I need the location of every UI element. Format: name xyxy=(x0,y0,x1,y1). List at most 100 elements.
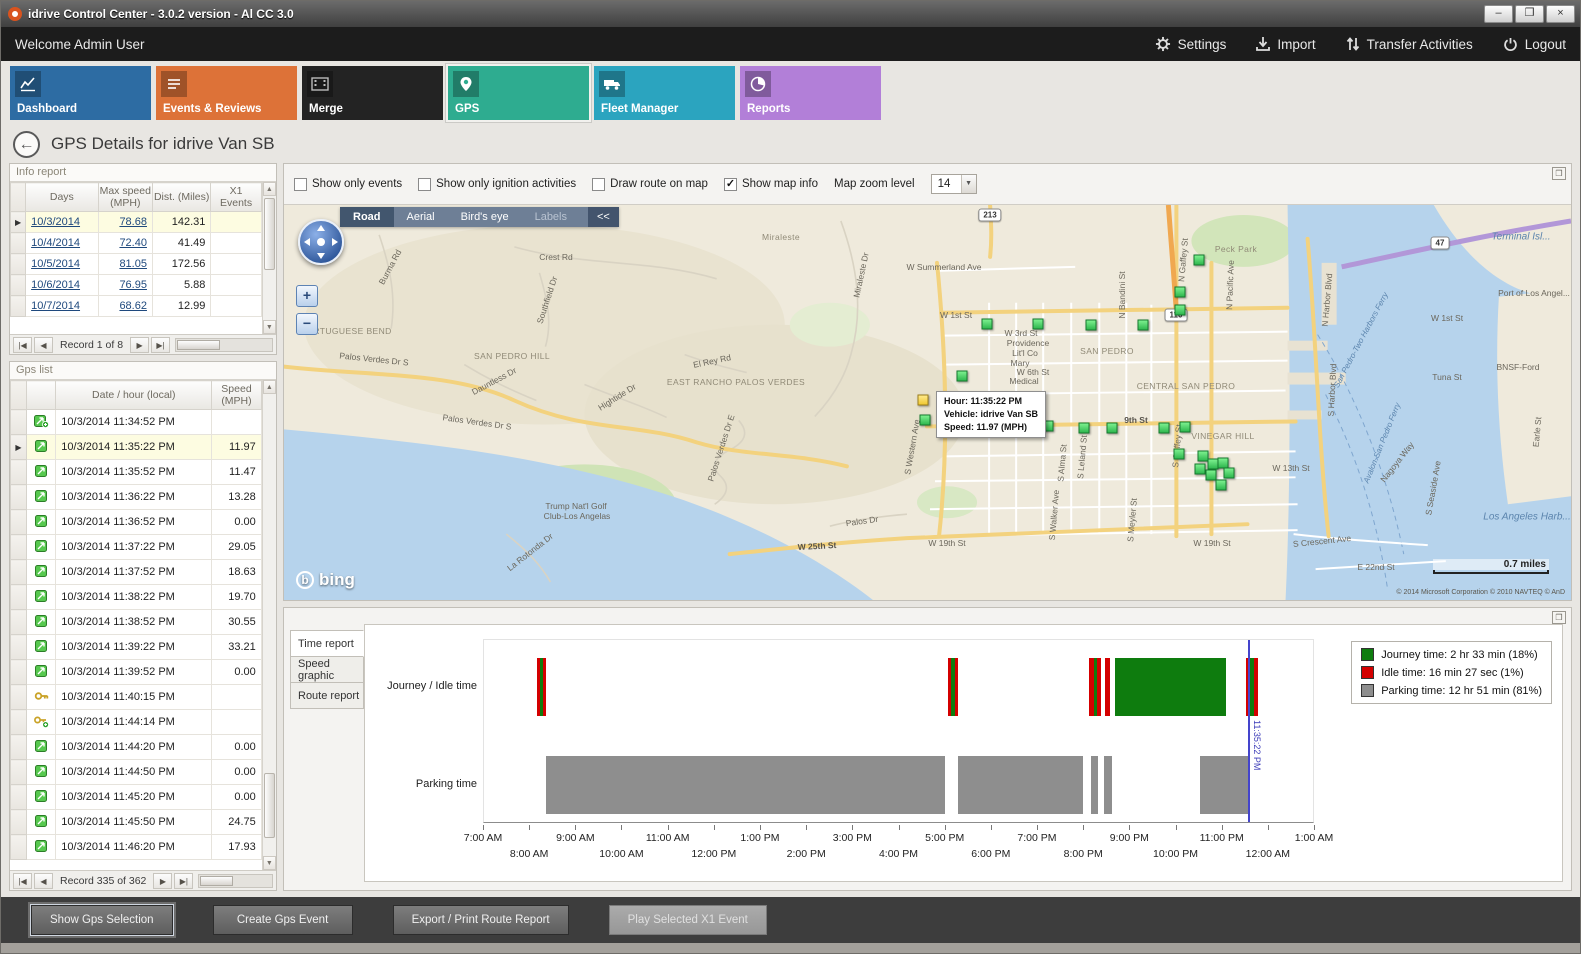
cell-max-speed[interactable]: 81.05 xyxy=(97,253,153,276)
chart-tab-route-report[interactable]: Route report xyxy=(290,682,364,709)
info-col-dist[interactable]: Dist. (Miles) xyxy=(151,182,212,213)
gps-col-dt[interactable]: Date / hour (local) xyxy=(55,380,213,411)
gps-marker[interactable] xyxy=(1032,318,1044,330)
gps-marker[interactable] xyxy=(1217,457,1229,469)
checkbox-box-icon[interactable] xyxy=(592,177,606,191)
maximize-button[interactable]: ❒ xyxy=(1515,5,1544,23)
gps-marker[interactable] xyxy=(956,370,968,382)
gps-marker[interactable] xyxy=(1194,463,1206,475)
last-record-button[interactable]: ▶| xyxy=(151,336,171,353)
nav-tile-events[interactable]: Events & Reviews xyxy=(156,66,297,120)
gps-list-row[interactable]: 10/3/2014 11:40:15 PM xyxy=(10,684,262,711)
gps-list-row[interactable]: 10/3/2014 11:36:22 PM 13.28 xyxy=(10,484,262,511)
gps-marker[interactable] xyxy=(1174,286,1186,298)
next-record-button[interactable]: ▶ xyxy=(130,336,150,353)
scroll-up-icon[interactable]: ▲ xyxy=(262,182,276,196)
gps-list-row[interactable]: 10/3/2014 11:38:52 PM 30.55 xyxy=(10,609,262,636)
first-record-button[interactable]: |◀ xyxy=(13,336,32,353)
map-view-tab-bird-s-eye[interactable]: Bird's eye xyxy=(460,211,509,223)
cell-days[interactable]: 10/5/2014 xyxy=(25,253,99,276)
info-report-scrollbar[interactable]: ▲ ▼ xyxy=(261,182,276,334)
gps-marker[interactable] xyxy=(981,318,993,330)
map-tabbar-collapse-button[interactable]: << xyxy=(588,207,619,227)
gps-list-scrollbar[interactable]: ▲ ▼ xyxy=(261,380,276,870)
dropdown-arrow-icon[interactable]: ▼ xyxy=(960,175,976,193)
cell-max-speed[interactable]: 68.62 xyxy=(97,295,153,318)
menu-import[interactable]: Import xyxy=(1256,36,1316,52)
chart-tab-time-report[interactable]: Time report xyxy=(290,630,364,657)
gps-list-row[interactable]: ▶ 10/3/2014 11:35:22 PM 11.97 xyxy=(10,434,262,461)
cell-max-speed[interactable]: 78.68 xyxy=(97,211,153,234)
cell-days[interactable]: 10/6/2014 xyxy=(25,274,99,297)
gps-marker[interactable] xyxy=(1223,467,1235,479)
map-canvas[interactable]: Miraleste Peck Park W Summerland Ave Crest … xyxy=(284,204,1571,600)
map-view-tab-road[interactable]: Road xyxy=(340,207,394,227)
gps-list-row[interactable]: 10/3/2014 11:44:50 PM 0.00 xyxy=(10,759,262,786)
minimize-button[interactable]: – xyxy=(1484,5,1513,23)
close-button[interactable]: × xyxy=(1546,5,1575,23)
gps-col-speed[interactable]: Speed (MPH) xyxy=(211,380,262,411)
checkbox-draw-route[interactable]: Draw route on map xyxy=(592,177,708,191)
last-record-button[interactable]: ▶| xyxy=(174,872,194,889)
checkbox-box-icon[interactable]: ✓ xyxy=(723,177,737,191)
show-gps-selection-button[interactable]: Show Gps Selection xyxy=(31,905,173,935)
gps-marker[interactable] xyxy=(1137,319,1149,331)
gps-list-row[interactable]: 10/3/2014 11:34:52 PM xyxy=(10,409,262,436)
info-col-days[interactable]: Days xyxy=(25,182,99,213)
info-report-row[interactable]: ▶ 10/3/2014 78.68 142.31 xyxy=(10,211,262,234)
pan-left-icon[interactable] xyxy=(304,238,310,246)
gps-list-row[interactable]: 10/3/2014 11:39:22 PM 33.21 xyxy=(10,634,262,661)
gps-marker[interactable] xyxy=(1215,479,1227,491)
gps-list-row[interactable]: 10/3/2014 11:44:20 PM 0.00 xyxy=(10,734,262,761)
checkbox-only-ignition[interactable]: Show only ignition activities xyxy=(418,177,576,191)
map-zoom-dropdown[interactable]: 14 ▼ xyxy=(930,174,977,194)
gps-marker[interactable] xyxy=(919,414,931,426)
gps-marker[interactable] xyxy=(1197,450,1209,462)
menu-transfer[interactable]: Transfer Activities xyxy=(1346,36,1473,52)
info-report-row[interactable]: 10/4/2014 72.40 41.49 xyxy=(10,232,262,255)
cell-max-speed[interactable]: 76.95 xyxy=(97,274,153,297)
gps-list-row[interactable]: 10/3/2014 11:39:52 PM 0.00 xyxy=(10,659,262,686)
prev-record-button[interactable]: ◀ xyxy=(34,872,53,889)
map-zoom-out-button[interactable]: − xyxy=(296,313,318,335)
first-record-button[interactable]: |◀ xyxy=(13,872,32,889)
nav-tile-reports[interactable]: Reports xyxy=(740,66,881,120)
scroll-up-icon[interactable]: ▲ xyxy=(262,380,276,394)
cell-days[interactable]: 10/4/2014 xyxy=(25,232,99,255)
next-record-button[interactable]: ▶ xyxy=(153,872,173,889)
scroll-down-icon[interactable]: ▼ xyxy=(262,320,276,334)
pan-right-icon[interactable] xyxy=(332,238,338,246)
cell-days[interactable]: 10/3/2014 xyxy=(25,211,99,234)
map-view-tab-aerial[interactable]: Aerial xyxy=(406,211,435,223)
chart-panel-maximize-button[interactable]: ❒ xyxy=(1552,611,1566,624)
gps-marker-selected[interactable] xyxy=(917,394,929,406)
info-report-row[interactable]: 10/6/2014 76.95 5.88 xyxy=(10,274,262,297)
gps-list-row[interactable]: 10/3/2014 11:35:52 PM 11.47 xyxy=(10,459,262,486)
prev-record-button[interactable]: ◀ xyxy=(34,336,53,353)
export-print-route-report-button[interactable]: Export / Print Route Report xyxy=(392,905,569,935)
gps-marker[interactable] xyxy=(1193,254,1205,266)
nav-tile-merge[interactable]: Merge xyxy=(302,66,443,120)
gps-marker[interactable] xyxy=(1158,422,1170,434)
record-hscrollbar[interactable] xyxy=(198,873,273,888)
gps-marker[interactable] xyxy=(1179,421,1191,433)
gps-marker[interactable] xyxy=(1174,304,1186,316)
checkbox-only-events[interactable]: Show only events xyxy=(294,177,402,191)
map-zoom-in-button[interactable]: + xyxy=(296,285,318,307)
back-button[interactable]: ← xyxy=(13,130,40,158)
gps-list-row[interactable]: 10/3/2014 11:46:20 PM 17.93 xyxy=(10,834,262,861)
checkbox-box-icon[interactable] xyxy=(294,177,307,191)
gps-list-row[interactable]: 10/3/2014 11:37:22 PM 29.05 xyxy=(10,534,262,561)
cell-days[interactable]: 10/7/2014 xyxy=(25,295,99,318)
create-gps-event-button[interactable]: Create Gps Event xyxy=(212,905,353,935)
gps-list-row[interactable]: 10/3/2014 11:45:20 PM 0.00 xyxy=(10,784,262,811)
menu-logout[interactable]: Logout xyxy=(1503,36,1566,52)
gps-list-row[interactable]: 10/3/2014 11:38:22 PM 19.70 xyxy=(10,584,262,611)
scroll-down-icon[interactable]: ▼ xyxy=(262,856,276,870)
menu-settings[interactable]: Settings xyxy=(1155,36,1226,52)
pan-down-icon[interactable] xyxy=(317,253,325,259)
gps-list-row[interactable]: 10/3/2014 11:44:14 PM xyxy=(10,709,262,736)
nav-tile-dashboard[interactable]: Dashboard xyxy=(10,66,151,120)
pan-up-icon[interactable] xyxy=(317,225,325,231)
info-report-row[interactable]: 10/5/2014 81.05 172.56 xyxy=(10,253,262,276)
